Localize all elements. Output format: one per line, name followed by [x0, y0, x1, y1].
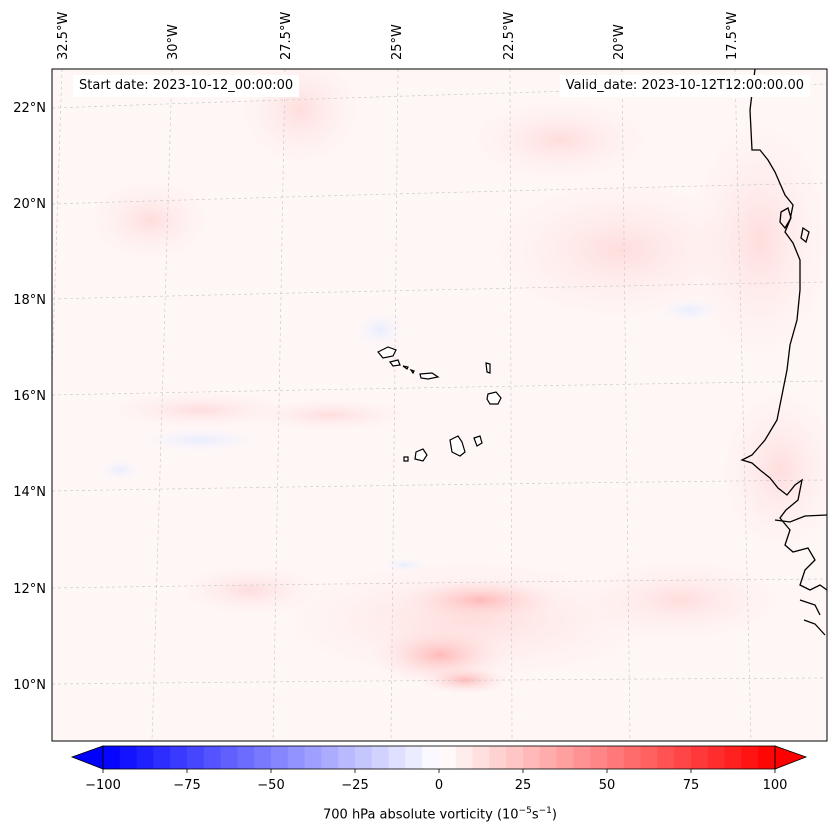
colorbar-tick-label: 100 [763, 778, 788, 793]
colorbar-segment [439, 746, 457, 769]
colorbar-segment [271, 746, 289, 769]
colorbar-segment [657, 746, 675, 769]
colorbar-segment [741, 746, 759, 769]
colorbar-segment [489, 746, 507, 769]
lat-label: 20°N [13, 197, 46, 212]
colorbar-tick-label: −50 [257, 778, 284, 793]
colorbar-segment [724, 746, 742, 769]
cape-verde-islands [377, 346, 502, 462]
colorbar-segment [304, 746, 322, 769]
colorbar-tick-label: −75 [173, 778, 200, 793]
colorbar-segment [674, 746, 692, 769]
colorbar-segment [119, 746, 138, 769]
lon-label: 25°W [390, 24, 405, 60]
lon-label: 32.5°W [56, 12, 71, 60]
colorbar-segment [472, 746, 490, 769]
colorbar-tick-label: −100 [85, 778, 121, 793]
valid-date-label: Valid_date: 2023-10-12T12:00:00.00 [559, 75, 810, 97]
colorbar-low-extend-arrow [70, 745, 104, 770]
map-frame [51, 68, 828, 742]
lat-label: 18°N [13, 293, 46, 308]
lat-labels: 22°N 20°N 18°N 16°N 14°N 12°N 10°N [13, 101, 46, 693]
colorbar-segment [523, 746, 541, 769]
colorbar-segment [707, 746, 726, 769]
colorbar-segment [623, 746, 642, 769]
colorbar-segment [758, 746, 776, 769]
colorbar-tick-label: 50 [599, 778, 616, 793]
colorbar-segment [136, 746, 154, 769]
lon-label: 20°W [612, 24, 627, 60]
lon-label: 27.5°W [279, 12, 294, 60]
colorbar-segment [506, 746, 524, 769]
colorbar-segment [338, 746, 356, 769]
colorbar-segment [170, 746, 188, 769]
colorbar-segment [355, 746, 373, 769]
colorbar-segment [691, 746, 709, 769]
colorbar-segment [153, 746, 171, 769]
colorbar-segment [590, 746, 608, 769]
colorbar-segment [220, 746, 238, 769]
colorbar-tick-label: 25 [515, 778, 532, 793]
colorbar-segment [388, 746, 406, 769]
colorbar-segment [103, 746, 121, 769]
lat-label: 16°N [13, 389, 46, 404]
lat-label: 12°N [13, 582, 46, 597]
colorbar-segment [573, 746, 591, 769]
gridlines [52, 69, 827, 741]
colorbar-segment [539, 746, 558, 769]
lat-label: 10°N [13, 678, 46, 693]
vorticity-field [52, 69, 827, 741]
lat-label: 14°N [13, 485, 46, 500]
colorbar: −100 −75 −50 −25 0 25 50 75 100 [70, 745, 808, 793]
colorbar-segment [371, 746, 390, 769]
colorbar-segment [556, 746, 574, 769]
colorbar-segment [321, 746, 339, 769]
lon-label: 17.5°W [725, 12, 740, 60]
colorbar-high-extend-arrow [774, 745, 808, 770]
colorbar-segment [455, 746, 474, 769]
colorbar-segment [203, 746, 222, 769]
colorbar-segment [607, 746, 625, 769]
colorbar-title: 700 hPa absolute vorticity (10−5s−1) [323, 806, 557, 823]
lat-label: 22°N [13, 101, 46, 116]
lon-labels: 32.5°W 30°W 27.5°W 25°W 22.5°W 20°W 17.5… [56, 12, 740, 60]
colorbar-segments [103, 746, 776, 769]
colorbar-segment [237, 746, 255, 769]
colorbar-segment [405, 746, 423, 769]
colorbar-ticks: −100 −75 −50 −25 0 25 50 75 100 [85, 769, 787, 793]
lon-label: 30°W [166, 24, 181, 60]
colorbar-tick-label: −25 [341, 778, 368, 793]
colorbar-segment [422, 746, 440, 769]
start-date-label: Start date: 2023-10-12_00:00:00 [73, 75, 300, 97]
colorbar-segment [287, 746, 306, 769]
colorbar-tick-label: 75 [683, 778, 700, 793]
colorbar-tick-label: 0 [435, 778, 443, 793]
lon-label: 22.5°W [502, 12, 517, 60]
colorbar-segment [254, 746, 272, 769]
colorbar-segment [187, 746, 205, 769]
coastline-africa [740, 69, 827, 636]
colorbar-segment [640, 746, 658, 769]
